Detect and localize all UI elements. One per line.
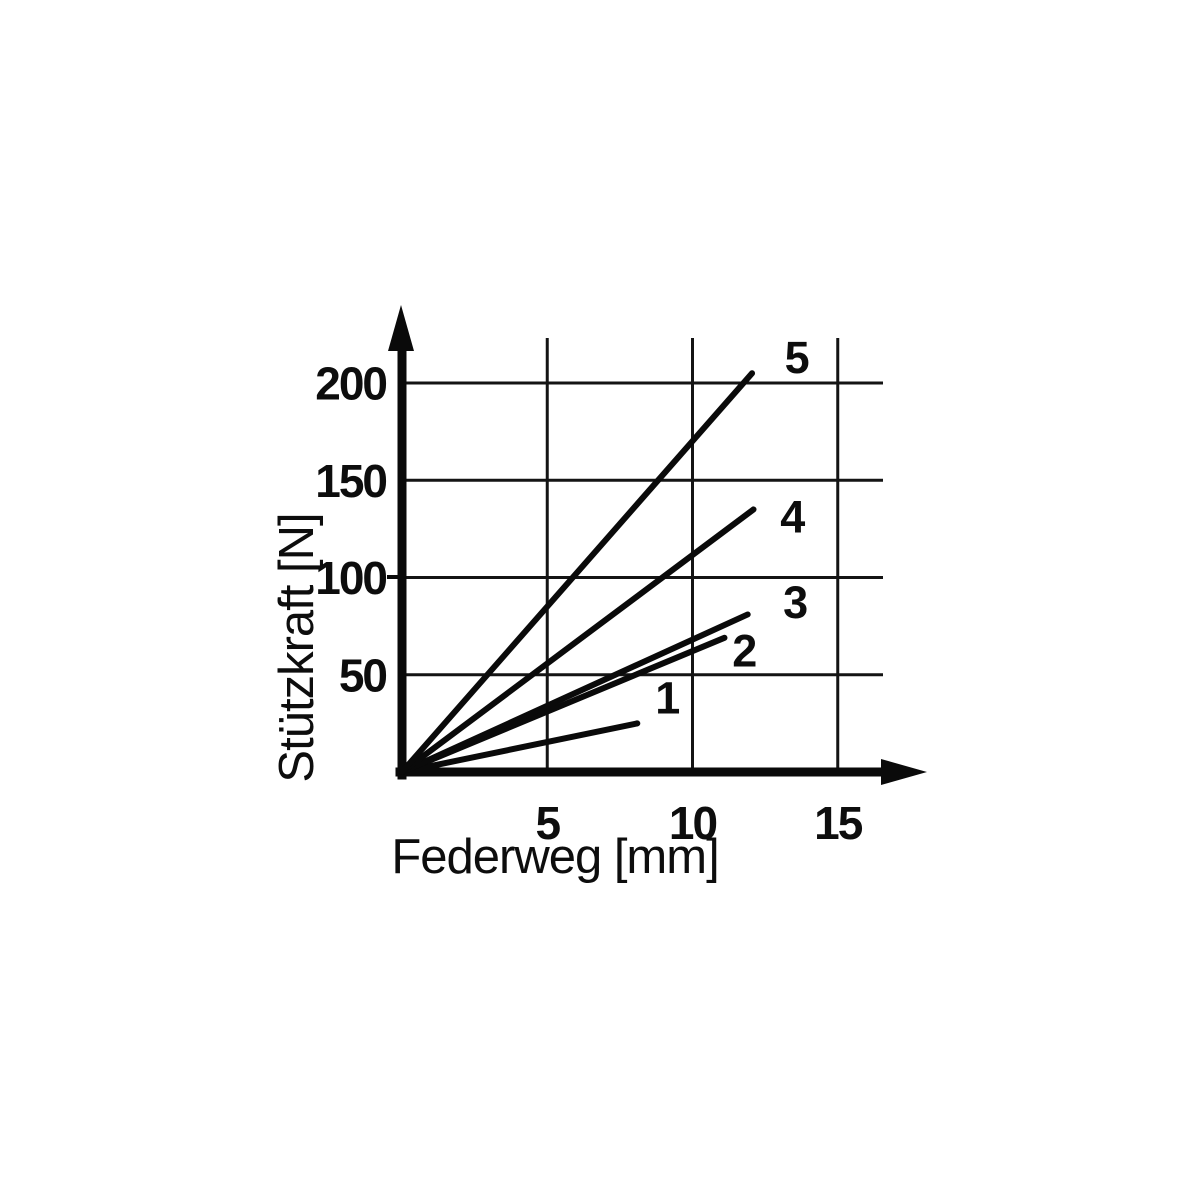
series-label-4: 4: [780, 491, 805, 542]
x-tick-label-15: 15: [814, 797, 863, 849]
y-axis-title: Stützkraft [N]: [270, 513, 324, 782]
series-lines: [399, 370, 757, 775]
series-line-4: [399, 506, 757, 775]
axes: [387, 305, 927, 785]
y-tick-label-200: 200: [315, 358, 386, 410]
series-label-1: 1: [655, 672, 680, 723]
x-tick-label-5: 5: [535, 797, 560, 849]
series-line-1: [399, 720, 641, 775]
y-tick-label-100: 100: [315, 552, 386, 604]
x-axis-arrowhead: [881, 759, 927, 785]
series-line-3: [399, 611, 751, 775]
series-label-2: 2: [732, 626, 757, 677]
y-axis-arrowhead: [388, 305, 414, 351]
grid: [402, 338, 883, 772]
series-line-5: [399, 370, 756, 775]
x-tick-label-10: 10: [669, 797, 717, 849]
series-label-5: 5: [785, 332, 810, 383]
x-axis-title: Federweg [mm]: [391, 830, 718, 884]
series-label-3: 3: [783, 577, 808, 628]
y-tick-label-50: 50: [339, 649, 387, 701]
y-tick-label-150: 150: [315, 455, 386, 507]
